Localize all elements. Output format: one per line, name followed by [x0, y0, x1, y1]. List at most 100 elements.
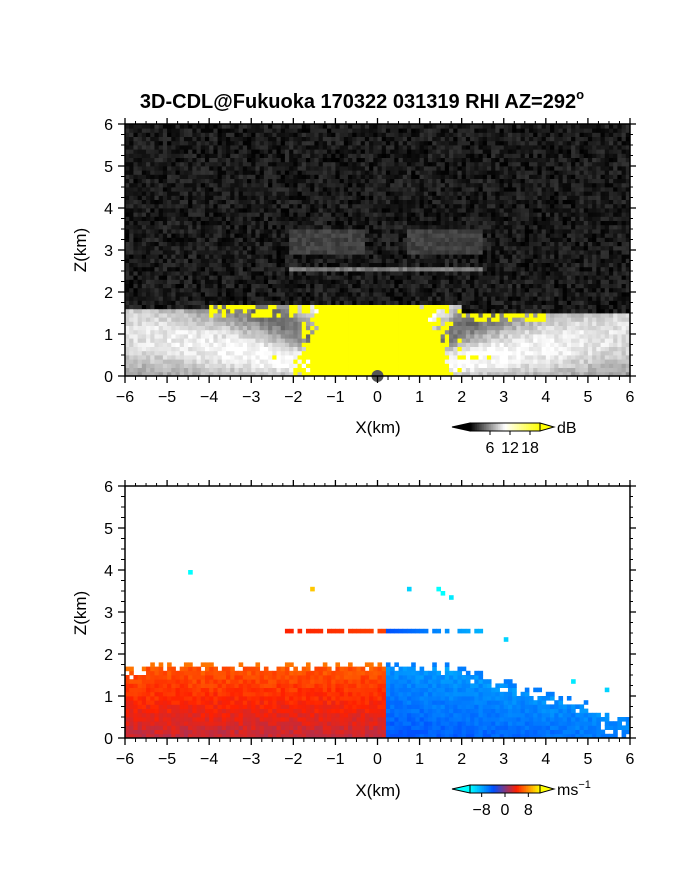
backscatter-cell [398, 292, 404, 297]
backscatter-cell [318, 241, 324, 247]
backscatter-cell [284, 283, 290, 289]
backscatter-cell [419, 208, 425, 213]
backscatter-cell [537, 212, 543, 217]
backscatter-cell [356, 355, 362, 360]
backscatter-cell [192, 363, 197, 368]
backscatter-cell [537, 258, 543, 263]
backscatter-cell [369, 325, 374, 331]
backscatter-cell [263, 308, 269, 314]
backscatter-cell [217, 216, 223, 221]
backscatter-cell [348, 262, 353, 268]
backscatter-cell [621, 229, 627, 234]
backscatter-cell [587, 266, 593, 272]
backscatter-cell [491, 342, 496, 347]
backscatter-cell [377, 313, 383, 318]
backscatter-cell [499, 208, 505, 213]
backscatter-cell [428, 325, 433, 331]
backscatter-cell [478, 283, 484, 289]
backscatter-cell [141, 262, 147, 268]
backscatter-cell [453, 359, 458, 364]
backscatter-cell [579, 233, 585, 238]
backscatter-cell [352, 334, 357, 339]
backscatter-cell [335, 279, 341, 284]
backscatter-cell [150, 334, 155, 339]
backscatter-cell [348, 317, 353, 322]
backscatter-cell [512, 241, 517, 247]
backscatter-cell [541, 317, 547, 322]
backscatter-cell [360, 279, 366, 284]
backscatter-cell [137, 220, 143, 226]
backscatter-cell [364, 317, 370, 322]
backscatter-cell [449, 203, 454, 209]
backscatter-cell [175, 220, 181, 226]
backscatter-cell [331, 300, 336, 305]
backscatter-cell [364, 300, 370, 305]
backscatter-cell [272, 296, 277, 301]
backscatter-cell [449, 296, 454, 301]
backscatter-cell [221, 199, 227, 205]
backscatter-cell [141, 250, 147, 255]
backscatter-cell [617, 283, 622, 289]
backscatter-cell [192, 317, 197, 322]
backscatter-cell [537, 271, 543, 276]
backscatter-cell [587, 355, 593, 360]
backscatter-cell [558, 287, 564, 293]
backscatter-cell [133, 208, 139, 213]
backscatter-cell [343, 346, 349, 352]
backscatter-cell [373, 229, 378, 234]
backscatter-cell [305, 237, 311, 242]
backscatter-cell [415, 262, 420, 268]
backscatter-cell [129, 338, 134, 343]
backscatter-cell [600, 308, 606, 314]
backscatter-cell [554, 283, 559, 289]
backscatter-cell [272, 224, 277, 230]
backscatter-cell [587, 350, 593, 356]
backscatter-cell [550, 363, 555, 368]
backscatter-cell [162, 241, 168, 247]
backscatter-cell [221, 283, 227, 289]
backscatter-cell [276, 254, 282, 259]
backscatter-cell [146, 254, 151, 259]
backscatter-cell [230, 216, 235, 221]
backscatter-cell [608, 329, 614, 335]
backscatter-cell [604, 250, 610, 255]
backscatter-cell [444, 363, 450, 368]
backscatter-cell [545, 334, 551, 339]
backscatter-cell [141, 258, 147, 263]
backscatter-cell [600, 208, 606, 213]
backscatter-cell [541, 208, 547, 213]
backscatter-cell [221, 359, 227, 364]
backscatter-cell [171, 233, 176, 238]
backscatter-cell [474, 350, 479, 356]
backscatter-cell [272, 338, 277, 343]
backscatter-cell [486, 283, 492, 289]
backscatter-cell [592, 359, 597, 364]
backscatter-cell [369, 250, 374, 255]
backscatter-cell [247, 313, 252, 318]
backscatter-cell [242, 203, 248, 209]
backscatter-cell [305, 254, 311, 259]
backscatter-cell [259, 224, 265, 230]
backscatter-cell [621, 296, 627, 301]
backscatter-cell [486, 287, 492, 293]
backscatter-cell [415, 212, 420, 217]
backscatter-cell [125, 363, 130, 368]
backscatter-cell [406, 203, 412, 209]
backscatter-cell [478, 266, 484, 272]
backscatter-cell [335, 266, 341, 272]
backscatter-cell [369, 229, 374, 234]
backscatter-cell [162, 237, 168, 242]
backscatter-cell [436, 212, 442, 217]
backscatter-cell [533, 296, 538, 301]
backscatter-cell [335, 275, 341, 280]
backscatter-cell [495, 216, 500, 221]
backscatter-cell [360, 287, 366, 293]
backscatter-cell [318, 212, 324, 217]
backscatter-cell [360, 237, 366, 242]
backscatter-cell [318, 262, 324, 268]
backscatter-cell [562, 279, 568, 284]
backscatter-cell [213, 262, 218, 268]
backscatter-cell [617, 208, 622, 213]
backscatter-cell [175, 367, 181, 373]
backscatter-cell [385, 245, 391, 251]
